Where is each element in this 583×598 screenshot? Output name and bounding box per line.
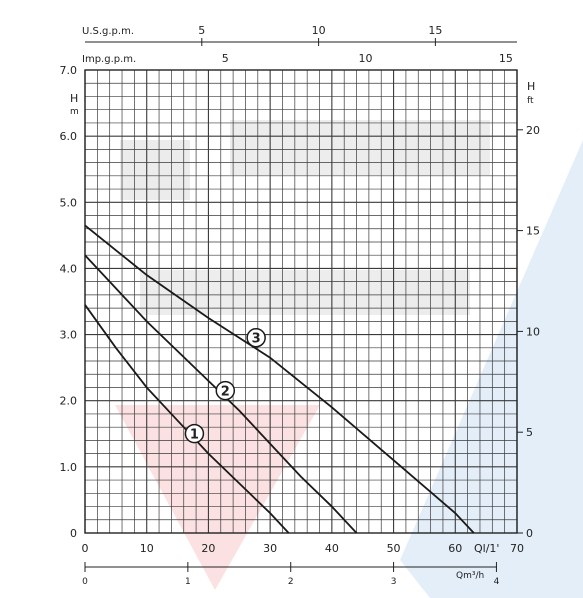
m3h-tick-label: 1 [185, 577, 191, 587]
y-right-tick-label: 15 [526, 225, 540, 238]
y-left-tick-label: 4.0 [60, 262, 78, 275]
y-right-tick-label: 5 [526, 426, 533, 439]
y-left-axis-unit: m [70, 107, 79, 117]
curve-1-label: 1 [190, 428, 199, 443]
y-right-axis-title: H [527, 80, 535, 93]
y-left-tick-label: 3.0 [60, 329, 78, 342]
y-left-tick-label: 6.0 [60, 130, 78, 143]
y-right-tick-label: 0 [526, 527, 533, 540]
x-tick-label: 30 [263, 542, 277, 555]
curve-3 [84, 224, 475, 534]
us-gpm-tick-label: 15 [428, 24, 442, 37]
imp-gpm-tick-label: 5 [222, 52, 229, 65]
us-gpm-tick-label: 5 [198, 24, 205, 37]
x-tick-label: 10 [140, 542, 154, 555]
us-gpm-axis-label: U.S.g.p.m. [82, 26, 134, 37]
y-left-tick-label: 2.0 [60, 395, 78, 408]
x-tick-label: 20 [201, 542, 215, 555]
y-left-tick-label: 1.0 [60, 461, 78, 474]
imp-gpm-axis-label: Imp.g.p.m. [82, 54, 136, 65]
curve-3-label: 3 [252, 332, 261, 347]
watermark [115, 120, 583, 598]
m3h-tick-label: 2 [288, 577, 294, 587]
curve-2-marker [215, 380, 236, 401]
y-right-tick-label: 20 [526, 124, 540, 137]
y-right-tick-label: 10 [526, 325, 540, 338]
curves: 1 2 3 [84, 224, 475, 534]
m3h-tick-label: 4 [494, 577, 500, 587]
m3h-axis-label: Qm³/h [456, 571, 484, 581]
m3h-tick-label: 0 [82, 577, 88, 587]
curve-1-marker [184, 423, 205, 444]
x-tick-label: 0 [82, 542, 89, 555]
y-left-tick-label: 7.0 [60, 64, 78, 77]
x-tick-label: 50 [387, 542, 401, 555]
imp-gpm-tick-label: 10 [359, 52, 373, 65]
x-tick-label: 60 [448, 542, 462, 555]
x-axis-label: Ql/1' [474, 542, 499, 555]
m3h-tick-label: 3 [391, 577, 397, 587]
tick-labels: 01.02.03.04.05.06.07.00 10 20 30 40 50 60 70051… [60, 24, 541, 587]
x-tick-label: 40 [325, 542, 339, 555]
us-gpm-tick-label: 10 [312, 24, 326, 37]
y-right-axis-unit: ft [527, 96, 534, 106]
x-tick-label: 70 [510, 542, 524, 555]
curve-3-marker [246, 327, 266, 348]
plot-border [84, 69, 518, 534]
imp-gpm-tick-label: 15 [499, 52, 513, 65]
y-left-tick-label: 5.0 [60, 196, 78, 209]
y-left-tick-label: 0 [70, 527, 77, 540]
curve-2-label: 2 [221, 385, 230, 400]
y-left-axis-title: H [70, 92, 78, 105]
